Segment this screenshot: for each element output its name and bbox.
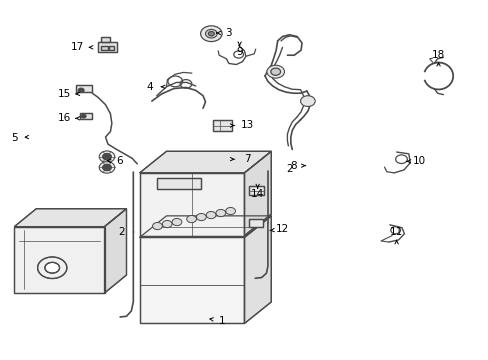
Text: 18: 18 (431, 50, 444, 60)
Text: 7: 7 (243, 154, 250, 164)
Text: 12: 12 (275, 225, 288, 234)
Bar (212, 120, 232, 131)
Polygon shape (140, 173, 244, 235)
Bar (157, 178, 200, 189)
Bar (80, 113, 92, 119)
Text: 4: 4 (146, 82, 152, 92)
Bar (109, 46, 114, 50)
Bar (101, 46, 108, 50)
Bar (140, 237, 244, 323)
Circle shape (102, 153, 111, 160)
Text: 5: 5 (11, 133, 18, 143)
Bar (249, 220, 263, 227)
Text: 2: 2 (285, 164, 292, 174)
Text: 3: 3 (225, 28, 232, 38)
Bar (98, 41, 117, 51)
Bar (212, 120, 232, 131)
Text: 1: 1 (219, 316, 225, 325)
Circle shape (172, 219, 182, 226)
Circle shape (102, 164, 111, 171)
Bar (80, 113, 92, 119)
Bar (76, 85, 92, 92)
Polygon shape (14, 226, 104, 293)
Circle shape (216, 210, 225, 217)
Polygon shape (14, 209, 126, 226)
Circle shape (45, 262, 60, 273)
Polygon shape (244, 151, 271, 235)
Circle shape (81, 114, 86, 118)
Circle shape (205, 30, 217, 38)
Bar (140, 173, 244, 235)
Bar (157, 178, 200, 189)
Circle shape (38, 257, 67, 279)
Text: 8: 8 (289, 161, 296, 171)
Circle shape (266, 65, 284, 78)
Bar (14, 226, 104, 293)
Text: 10: 10 (412, 156, 425, 166)
Text: 17: 17 (71, 42, 84, 52)
Bar (249, 186, 264, 195)
Circle shape (300, 96, 315, 107)
Text: 14: 14 (250, 189, 264, 199)
Polygon shape (140, 151, 271, 173)
Polygon shape (140, 237, 244, 323)
Polygon shape (104, 209, 126, 293)
Circle shape (186, 216, 196, 222)
Circle shape (270, 68, 280, 75)
Polygon shape (244, 216, 271, 323)
Text: 11: 11 (389, 227, 403, 237)
Text: 6: 6 (116, 156, 122, 166)
Bar (98, 41, 117, 51)
Bar (249, 186, 264, 195)
Circle shape (78, 88, 84, 93)
Bar (101, 46, 108, 50)
Polygon shape (140, 216, 271, 237)
Text: 15: 15 (58, 89, 71, 99)
Circle shape (196, 213, 206, 221)
Circle shape (206, 211, 216, 219)
Text: 13: 13 (240, 121, 253, 130)
Bar (101, 37, 110, 41)
Circle shape (152, 222, 162, 230)
Text: 2: 2 (118, 227, 124, 237)
Circle shape (225, 207, 235, 215)
Bar (76, 85, 92, 92)
Circle shape (99, 151, 115, 162)
Text: 16: 16 (58, 113, 71, 123)
Circle shape (162, 220, 172, 228)
Bar (109, 46, 114, 50)
Circle shape (208, 32, 214, 36)
Circle shape (200, 26, 222, 41)
Circle shape (99, 162, 115, 173)
Text: 9: 9 (236, 46, 243, 57)
Bar (101, 37, 110, 41)
Bar (249, 220, 263, 227)
